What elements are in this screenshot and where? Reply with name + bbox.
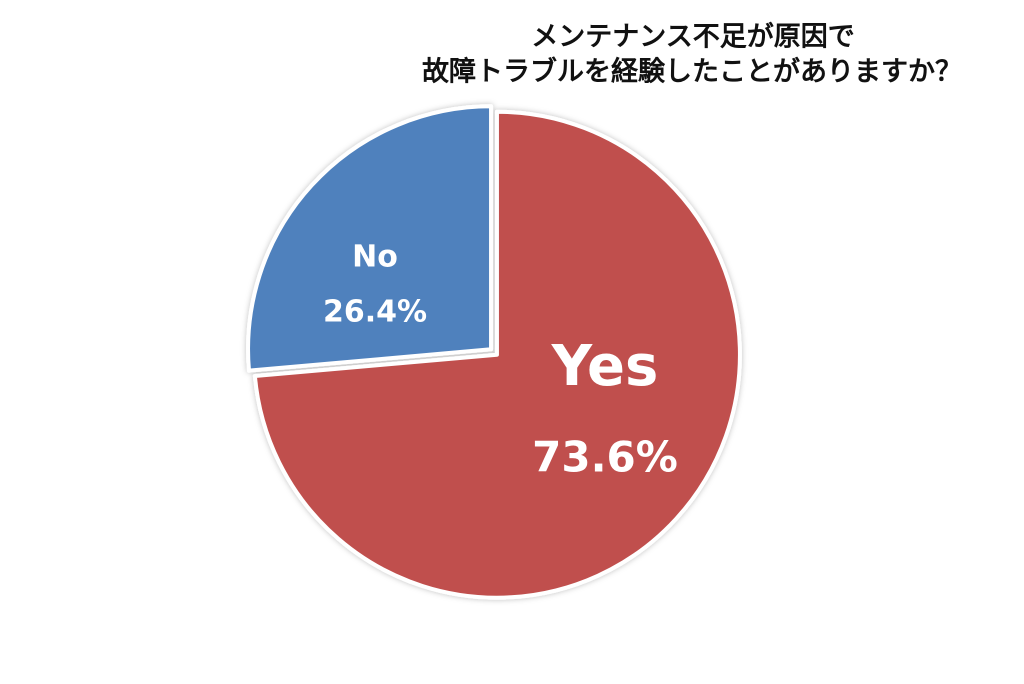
value-label: 26.4% bbox=[323, 295, 427, 330]
chart-title: メンテナンス不足が原因で bbox=[531, 21, 854, 53]
pie bbox=[246, 104, 742, 600]
slice-label: No bbox=[352, 240, 398, 275]
value-label: 73.6% bbox=[532, 433, 678, 482]
pie-slice bbox=[246, 104, 494, 373]
pie-slice bbox=[252, 109, 742, 600]
chart-title: 故障トラブルを経験したことがありますか？ bbox=[422, 56, 962, 88]
slice-label: Yes bbox=[551, 334, 659, 399]
